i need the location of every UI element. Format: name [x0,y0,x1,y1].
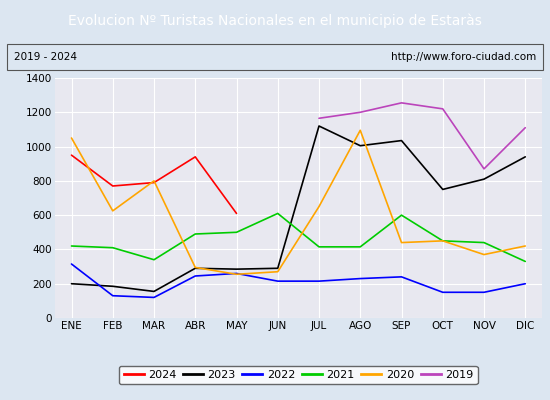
Legend: 2024, 2023, 2022, 2021, 2020, 2019: 2024, 2023, 2022, 2021, 2020, 2019 [119,366,478,384]
Text: Evolucion Nº Turistas Nacionales en el municipio de Estaràs: Evolucion Nº Turistas Nacionales en el m… [68,14,482,28]
FancyBboxPatch shape [7,44,543,70]
Text: http://www.foro-ciudad.com: http://www.foro-ciudad.com [391,52,536,62]
Text: 2019 - 2024: 2019 - 2024 [14,52,77,62]
